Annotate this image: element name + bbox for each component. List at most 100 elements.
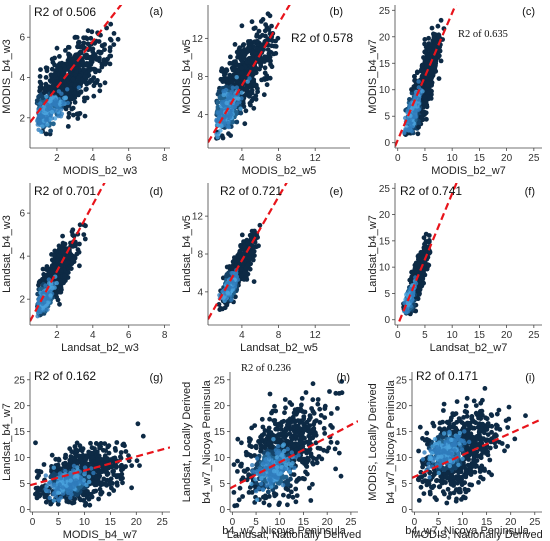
scatter-point	[429, 75, 434, 81]
x-axis-label: MODIS_b2_w3	[63, 165, 138, 177]
scatter-point	[71, 112, 76, 118]
scatter-point	[81, 232, 87, 238]
scatter-point	[227, 114, 233, 120]
scatter-point	[36, 127, 41, 132]
scatter-point	[269, 64, 275, 70]
panel-letter: (c)	[522, 6, 535, 18]
scatter-point	[45, 300, 50, 305]
scatter-point	[84, 61, 90, 67]
x-tick-label: 12	[310, 153, 322, 164]
scatter-point	[46, 84, 52, 90]
scatter-point	[108, 21, 114, 27]
scatter-point	[43, 75, 49, 80]
scatter-point	[69, 229, 75, 235]
scatter-point	[241, 48, 246, 53]
scatter-point	[424, 104, 430, 110]
scatter-point	[248, 102, 253, 108]
x-tick-label: 10	[447, 330, 459, 341]
scatter-point	[220, 77, 226, 83]
scatter-point	[245, 49, 251, 54]
scatter-point	[218, 113, 223, 118]
scatter-point	[429, 25, 435, 31]
scatter-point	[410, 270, 415, 275]
scatter-point	[70, 57, 76, 63]
y-axis-label: Landsat_b4_w3	[1, 215, 13, 293]
scatter-point	[252, 228, 257, 234]
scatter-point	[74, 111, 80, 117]
y-axis-label: MODIS_b4_w3	[1, 39, 13, 114]
scatter-point	[427, 95, 432, 101]
scatter-point	[34, 98, 40, 103]
x-tick-label: 4	[239, 330, 245, 341]
scatter-point	[85, 28, 91, 34]
r2-annotation: R2 of 0.741	[400, 184, 462, 198]
scatter-point	[414, 69, 420, 75]
scatter-points	[214, 11, 281, 141]
scatter-point	[52, 73, 58, 78]
scatter-point	[40, 95, 46, 101]
x-axis-label: Landsat_b2_w5	[240, 342, 318, 354]
scatter-points	[35, 222, 88, 319]
scatter-point	[46, 277, 52, 282]
scatter-point	[57, 54, 62, 59]
scatter-point	[432, 32, 438, 37]
scatter-point	[34, 468, 40, 474]
scatter-point	[436, 33, 442, 39]
scatter-point	[238, 110, 244, 116]
scatter-point	[414, 114, 419, 119]
scatter-point	[218, 109, 224, 115]
scatter-point	[436, 76, 442, 81]
scatter-point	[111, 42, 117, 47]
panel-letter: (b)	[330, 6, 343, 18]
scatter-point	[225, 290, 230, 295]
scatter-point	[63, 48, 68, 53]
fit-line	[30, 5, 123, 123]
y-tick-label: 4	[197, 287, 203, 298]
scatter-point	[426, 54, 432, 60]
scatter-point	[54, 280, 59, 286]
scatter-point	[428, 69, 434, 75]
scatter-point	[50, 285, 55, 291]
scatter-point	[65, 100, 71, 106]
scatter-point	[48, 128, 53, 134]
scatter-point	[235, 68, 241, 73]
scatter-point	[275, 35, 281, 41]
scatter-point	[89, 29, 95, 35]
scatter-point	[421, 235, 427, 241]
scatter-point	[62, 273, 68, 279]
scatter-point	[83, 35, 89, 41]
x-tick-label: 25	[528, 153, 540, 164]
scatter-point	[84, 95, 90, 101]
scatter-point	[235, 50, 241, 56]
x-tick-label: 4	[90, 330, 96, 341]
scatter-point	[101, 476, 107, 482]
scatter-point	[251, 26, 257, 31]
scatter-point	[239, 90, 244, 95]
scatter-point	[72, 35, 78, 40]
scatter-point	[262, 28, 268, 34]
scatter-point	[422, 37, 428, 42]
scatter-point	[269, 43, 274, 49]
scatter-point	[91, 93, 97, 99]
scatter-point	[418, 250, 424, 255]
scatter-point	[224, 68, 230, 73]
scatter-point	[42, 300, 47, 305]
scatter-point	[268, 58, 273, 64]
scatter-point	[230, 79, 235, 85]
panel-letter: (f)	[525, 186, 535, 198]
scatter-point	[247, 76, 252, 81]
scatter-point	[260, 32, 265, 38]
scatter-point	[72, 243, 78, 249]
scatter-point	[80, 77, 85, 83]
scatter-point	[137, 463, 142, 468]
panel-letter: (e)	[330, 186, 343, 198]
scatter-point	[426, 35, 431, 41]
scatter-point	[219, 123, 224, 129]
y-tick-label: 5	[384, 112, 390, 123]
y-tick-label: 0	[384, 138, 390, 149]
y-axis-label: MODIS_b4_w5	[181, 39, 193, 114]
scatter-point	[262, 54, 268, 60]
scatter-point	[424, 116, 429, 122]
scatter-point	[226, 121, 231, 126]
